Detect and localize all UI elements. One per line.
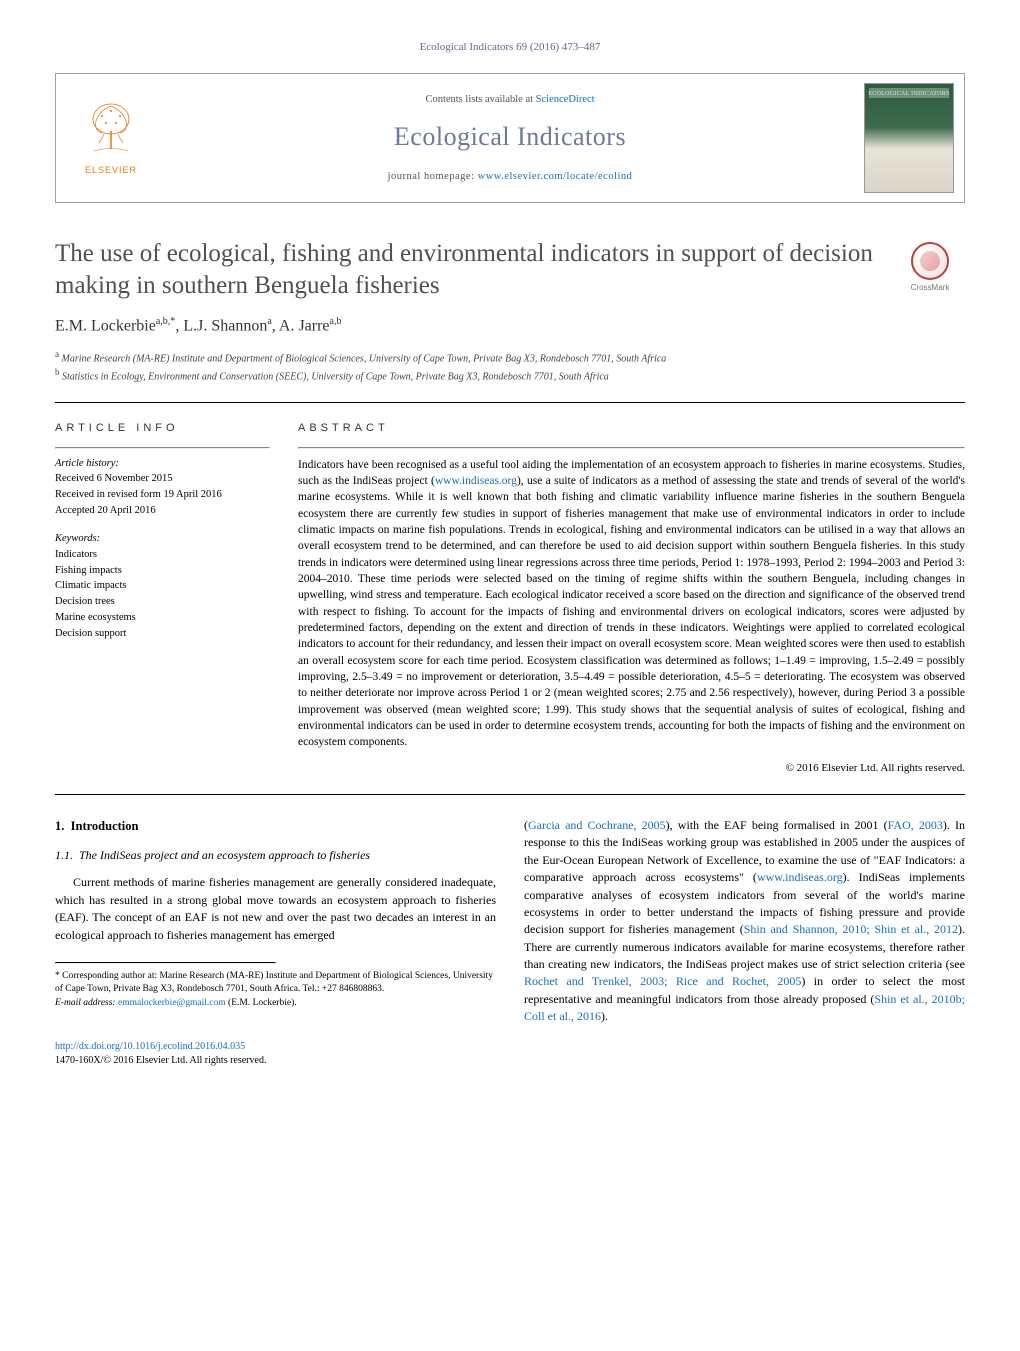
cite-link[interactable]: FAO, 2003 (888, 818, 943, 832)
abstract-copyright: © 2016 Elsevier Ltd. All rights reserved… (298, 761, 965, 776)
keyword: Climatic impacts (55, 579, 270, 594)
journal-homepage: journal homepage: www.elsevier.com/locat… (176, 170, 844, 185)
article-info: article info Article history: Received 6… (55, 421, 270, 776)
history-item: Received 6 November 2015 (55, 472, 270, 487)
homepage-link[interactable]: www.elsevier.com/locate/ecolind (478, 171, 633, 182)
cite-link[interactable]: Shin et al., 2010b; Coll et al., 2016 (524, 992, 965, 1023)
intro-para-cont: (Garcia and Cochrane, 2005), with the EA… (524, 817, 965, 1026)
article-info-heading: article info (55, 421, 270, 436)
sciencedirect-link[interactable]: ScienceDirect (536, 94, 595, 105)
elsevier-tree-icon (84, 101, 139, 161)
contents-available: Contents lists available at ScienceDirec… (176, 93, 844, 108)
page-footer: http://dx.doi.org/10.1016/j.ecolind.2016… (55, 1040, 965, 1068)
rule-top (55, 402, 965, 403)
elsevier-wordmark: ELSEVIER (85, 164, 137, 177)
abstract-text: Indicators have been recognised as a use… (298, 457, 965, 751)
article-title: The use of ecological, fishing and envir… (55, 238, 880, 301)
authors: E.M. Lockerbiea,b,*, L.J. Shannona, A. J… (55, 315, 965, 338)
journal-name: Ecological Indicators (176, 119, 844, 155)
body-right-column: (Garcia and Cochrane, 2005), with the EA… (524, 817, 965, 1026)
crossmark-badge[interactable]: CrossMark (895, 242, 965, 293)
journal-cover-thumbnail: ECOLOGICAL INDICATORS (864, 83, 954, 193)
history-item: Accepted 20 April 2016 (55, 504, 270, 519)
issn-copyright: 1470-160X/© 2016 Elsevier Ltd. All right… (55, 1055, 266, 1066)
keywords-label: Keywords: (55, 532, 270, 547)
elsevier-logo: ELSEVIER (56, 74, 166, 202)
crossmark-icon (911, 242, 949, 280)
corresponding-author-note: * Corresponding author at: Marine Resear… (55, 970, 496, 997)
section-1-1-heading: 1.1. The IndiSeas project and an ecosyst… (55, 847, 496, 864)
doi-link[interactable]: http://dx.doi.org/10.1016/j.ecolind.2016… (55, 1041, 245, 1052)
footnote-rule (55, 962, 276, 964)
section-1-heading: 1. Introduction (55, 817, 496, 835)
cite-link[interactable]: Garcia and Cochrane, 2005 (528, 818, 666, 832)
email-link[interactable]: emmalockerbie@gmail.com (118, 998, 226, 1008)
keyword: Marine ecosystems (55, 611, 270, 626)
abstract: abstract Indicators have been recognised… (298, 421, 965, 776)
indiseas-link[interactable]: www.indiseas.org (435, 475, 517, 487)
affiliations: a Marine Research (MA-RE) Institute and … (55, 348, 965, 385)
keyword: Indicators (55, 548, 270, 563)
header-citation: Ecological Indicators 69 (2016) 473–487 (55, 40, 965, 55)
journal-header: ELSEVIER Contents lists available at Sci… (55, 73, 965, 203)
history-item: Received in revised form 19 April 2016 (55, 488, 270, 503)
indiseas-link[interactable]: www.indiseas.org (757, 870, 843, 884)
history-label: Article history: (55, 457, 270, 472)
keyword: Decision support (55, 627, 270, 642)
email-note: E-mail address: emmalockerbie@gmail.com … (55, 997, 496, 1010)
body-left-column: 1. Introduction 1.1. The IndiSeas projec… (55, 817, 496, 1026)
cite-link[interactable]: Shin and Shannon, 2010; Shin et al., 201… (744, 922, 958, 936)
rule-bottom (55, 794, 965, 795)
crossmark-label: CrossMark (895, 282, 965, 293)
abstract-heading: abstract (298, 421, 965, 436)
keyword: Decision trees (55, 595, 270, 610)
cite-link[interactable]: Rochet and Trenkel, 2003; Rice and Roche… (524, 974, 801, 988)
keyword: Fishing impacts (55, 564, 270, 579)
intro-para: Current methods of marine fisheries mana… (55, 874, 496, 944)
